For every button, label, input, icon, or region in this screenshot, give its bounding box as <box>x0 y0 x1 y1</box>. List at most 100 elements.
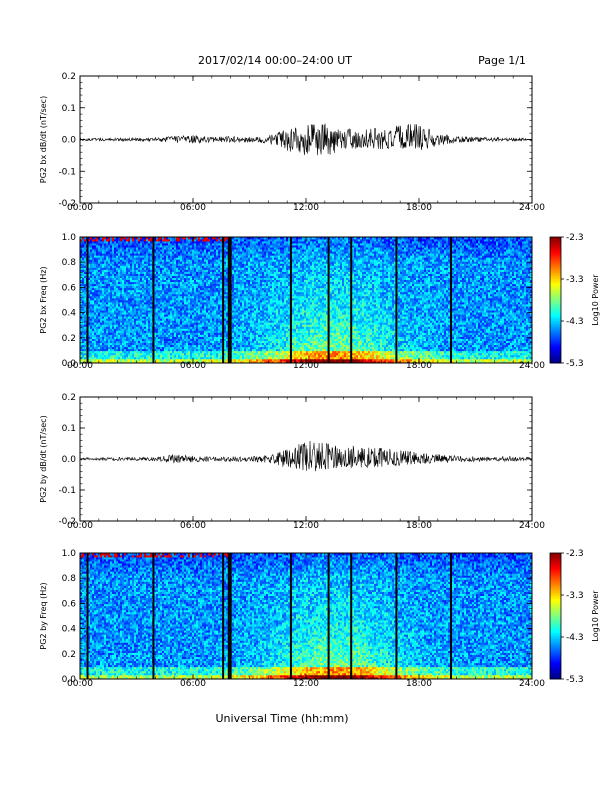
spectrogram-cell <box>106 247 108 249</box>
spectrogram-cell <box>108 255 110 257</box>
spectrogram-cell <box>108 328 110 330</box>
spectrogram-cell <box>92 276 94 278</box>
spectrogram-cell <box>112 312 114 314</box>
spectrogram-cell <box>102 345 104 347</box>
spectrogram-cell <box>112 253 114 255</box>
spectrogram-cell <box>96 328 98 330</box>
spectrogram-cell <box>102 339 104 341</box>
spectrogram-cell <box>120 255 122 257</box>
spectrogram-cell <box>82 259 84 261</box>
spectrogram-cell <box>116 316 118 318</box>
spectrogram-cell <box>90 308 92 310</box>
spectrogram-cell <box>114 263 116 265</box>
spectrogram-cell <box>120 310 122 312</box>
spectrogram-cell <box>114 298 116 300</box>
spectrogram-cell <box>116 320 118 322</box>
spectrogram-cell <box>118 253 120 255</box>
spectrogram-cell <box>110 274 112 276</box>
spectrogram-cell <box>98 330 100 332</box>
spectrogram-cell <box>96 282 98 284</box>
spectrogram-cell <box>122 330 124 332</box>
spectrogram-cell <box>94 294 96 296</box>
spectrogram-cell <box>122 328 124 330</box>
spectrogram-cell <box>120 243 122 245</box>
spectrogram-cell <box>102 243 104 245</box>
spectrogram-cell <box>122 343 124 345</box>
spectrogram-cell <box>108 263 110 265</box>
spectrogram-cell <box>118 284 120 286</box>
spectrogram-cell <box>112 251 114 253</box>
spectrogram-cell <box>108 300 110 302</box>
spectrogram-cell <box>92 349 94 351</box>
spectrogram-cell <box>84 267 86 269</box>
spectrogram-cell <box>122 316 124 318</box>
spectrogram-cell <box>114 288 116 290</box>
spectrogram-cell <box>104 326 106 328</box>
spectrogram-cell <box>100 328 102 330</box>
spectrogram-cell <box>120 322 122 324</box>
spectrogram-cell <box>120 306 122 308</box>
spectrogram-cell <box>102 355 104 357</box>
spectrogram-cell <box>112 276 114 278</box>
spectrogram-cell <box>122 278 124 280</box>
spectrogram-cell <box>104 265 106 267</box>
spectrogram-cell <box>108 294 110 296</box>
spectrogram-cell <box>92 304 94 306</box>
spectrogram-cell <box>110 261 112 263</box>
spectrogram-cell <box>108 290 110 292</box>
spectrogram-cell <box>90 324 92 326</box>
spectrogram-cell <box>102 259 104 261</box>
spectrogram-cell <box>118 333 120 335</box>
spectrogram-cell <box>106 243 108 245</box>
spectrogram-cell <box>114 294 116 296</box>
spectrogram-cell <box>90 322 92 324</box>
spectrogram-cell <box>118 337 120 339</box>
spectrogram-cell <box>100 280 102 282</box>
spectrogram-cell <box>90 306 92 308</box>
spectrogram-cell <box>100 359 102 361</box>
spectrogram-cell <box>106 359 108 361</box>
spectrogram-cell <box>108 359 110 361</box>
spectrogram-cell <box>122 314 124 316</box>
spectrogram-cell <box>114 284 116 286</box>
spectrogram-cell <box>96 326 98 328</box>
spectrogram-cell <box>108 320 110 322</box>
spectrogram-cell <box>96 265 98 267</box>
spectrogram-cell <box>98 322 100 324</box>
spectrogram-cell <box>108 312 110 314</box>
spectrogram-cell <box>82 284 84 286</box>
spectrogram-cell <box>112 355 114 357</box>
spectrogram-cell <box>96 278 98 280</box>
spectrogram-cell <box>92 296 94 298</box>
spectrogram-cell <box>82 314 84 316</box>
spectrogram-cell <box>100 253 102 255</box>
spectrogram-cell <box>108 304 110 306</box>
spectrogram-cell <box>108 308 110 310</box>
spectrogram-cell <box>112 292 114 294</box>
spectrogram-cell <box>116 253 118 255</box>
spectrogram-cell <box>110 343 112 345</box>
spectrogram-cell <box>94 304 96 306</box>
spectrogram-cell <box>82 243 84 245</box>
spectrogram-cell <box>116 357 118 359</box>
spectrogram-cell <box>118 247 120 249</box>
spectrogram-cell <box>84 302 86 304</box>
spectrogram-cell <box>94 249 96 251</box>
spectrogram-cell <box>104 251 106 253</box>
spectrogram-cell <box>92 253 94 255</box>
spectrogram-cell <box>84 330 86 332</box>
spectrogram-cell <box>100 294 102 296</box>
spectrogram-cell <box>114 330 116 332</box>
spectrogram-cell <box>118 276 120 278</box>
spectrogram-cell <box>114 328 116 330</box>
spectrogram-cell <box>108 306 110 308</box>
panels: 0.20.10.0-0.1-0.200:00 06:00 12:00 18:00 24:… <box>39 72 600 689</box>
spectrogram-cell <box>94 335 96 337</box>
spectrogram-cell <box>120 324 122 326</box>
spectrogram-cell <box>84 251 86 253</box>
spectrogram-cell <box>116 239 118 241</box>
spectrogram-cell <box>94 267 96 269</box>
spectrogram-cell <box>98 310 100 312</box>
spectrogram-cell <box>92 353 94 355</box>
spectrogram-cell <box>102 335 104 337</box>
